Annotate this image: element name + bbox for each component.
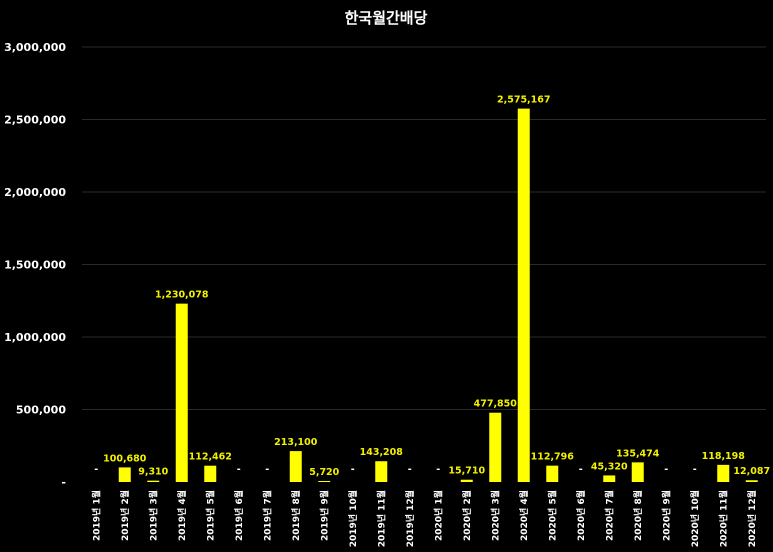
data-label: 2,575,167 xyxy=(497,95,551,106)
x-tick-label: 2019년 11월 xyxy=(375,490,387,547)
bars xyxy=(118,108,758,483)
data-label: 112,462 xyxy=(189,452,232,463)
x-tick-label: 2020년 4월 xyxy=(518,490,530,541)
data-label: 118,198 xyxy=(702,451,746,462)
bar xyxy=(546,465,559,482)
data-label: 12,087 xyxy=(733,466,770,477)
x-tick-label: 2020년 7월 xyxy=(603,490,615,541)
bar xyxy=(517,108,530,483)
x-tick-label: 2019년 9월 xyxy=(318,490,330,541)
grid-lines xyxy=(82,46,766,410)
bar xyxy=(204,465,217,482)
x-axis-ticks: 2019년 1월 2019년 2월 2019년 3월 2019년 4월 2019년 5월… xyxy=(90,490,758,547)
data-label: 1,230,078 xyxy=(155,290,209,301)
data-label: - xyxy=(693,464,697,475)
y-tick-label: 3,000,000 xyxy=(4,41,66,54)
bar xyxy=(745,480,758,482)
data-label: 112,796 xyxy=(531,452,575,463)
bar xyxy=(175,303,188,482)
data-label: 143,208 xyxy=(360,447,404,458)
bar xyxy=(460,479,473,482)
bar xyxy=(603,475,616,482)
x-tick-label: 2020년 5월 xyxy=(546,490,558,541)
x-tick-label: 2019년 12월 xyxy=(404,490,416,547)
x-tick-label: 2019년 2월 xyxy=(119,490,131,541)
x-tick-label: 2019년 4월 xyxy=(176,490,188,541)
data-label: 5,720 xyxy=(309,467,339,478)
bar xyxy=(489,412,502,482)
x-tick-label: 2019년 1월 xyxy=(90,490,102,541)
bar xyxy=(318,481,331,482)
y-axis-ticks: - 500,000 1,000,000 1,500,000 2,000,000 2,500… xyxy=(4,41,66,489)
x-tick-label: 2020년 9월 xyxy=(660,490,672,541)
data-label: - xyxy=(436,464,440,475)
x-tick-label: 2019년 7월 xyxy=(261,490,273,541)
x-tick-label: 2020년 1월 xyxy=(432,490,444,541)
y-tick-label: 1,500,000 xyxy=(4,259,66,272)
data-label: 135,474 xyxy=(616,448,660,459)
data-label: - xyxy=(408,464,412,475)
bar xyxy=(717,464,730,482)
data-label: 15,710 xyxy=(448,466,485,477)
data-label: - xyxy=(579,464,583,475)
x-tick-label: 2020년 12월 xyxy=(746,490,758,547)
y-tick-label: 1,000,000 xyxy=(4,331,66,344)
data-label: 45,320 xyxy=(591,461,628,472)
x-tick-label: 2020년 2월 xyxy=(461,490,473,541)
x-tick-label: 2019년 3월 xyxy=(147,490,159,541)
data-label: 477,850 xyxy=(474,399,518,410)
x-tick-label: 2020년 10월 xyxy=(689,490,701,547)
chart-title: 한국월간배당 xyxy=(345,9,428,27)
y-tick-label: 2,000,000 xyxy=(4,186,66,199)
data-label: - xyxy=(265,464,269,475)
x-tick-label: 2020년 8월 xyxy=(632,490,644,541)
data-label: - xyxy=(351,464,355,475)
data-label: - xyxy=(664,464,668,475)
data-label: 9,310 xyxy=(138,467,168,478)
x-tick-label: 2020년 3월 xyxy=(489,490,501,541)
x-tick-label: 2019년 5월 xyxy=(204,490,216,541)
x-tick-label: 2019년 8월 xyxy=(290,490,302,541)
x-tick-label: 2020년 11월 xyxy=(717,490,729,547)
data-label: - xyxy=(237,464,241,475)
bar xyxy=(289,451,302,482)
bar xyxy=(118,467,131,482)
bar xyxy=(375,461,388,482)
x-tick-label: 2019년 10월 xyxy=(347,490,359,547)
y-tick-label: 500,000 xyxy=(16,404,66,417)
x-tick-label: 2019년 6월 xyxy=(233,490,245,541)
y-tick-label: 2,500,000 xyxy=(4,114,66,127)
bar xyxy=(631,462,644,482)
data-label: 100,680 xyxy=(103,453,147,464)
y-tick-label: - xyxy=(61,476,66,489)
data-label: - xyxy=(94,464,98,475)
bar xyxy=(147,480,160,482)
data-label: 213,100 xyxy=(274,437,318,448)
x-tick-label: 2020년 6월 xyxy=(575,490,587,541)
